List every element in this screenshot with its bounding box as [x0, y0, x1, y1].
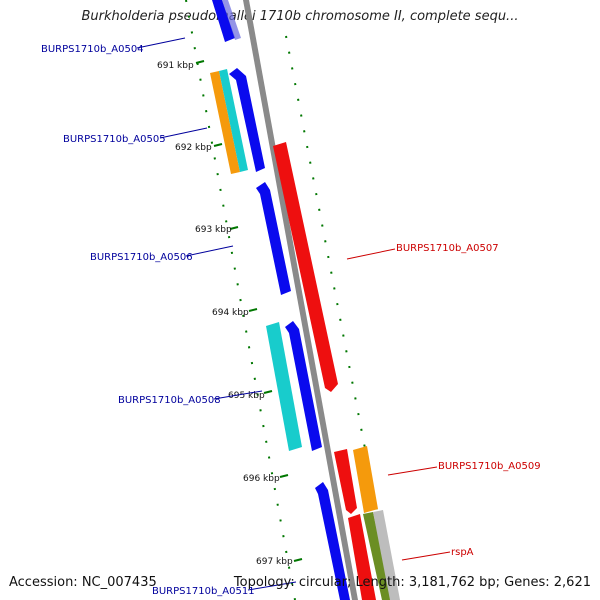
tick-label: 692 kbp	[175, 143, 212, 153]
gene-bar-orange-1	[210, 71, 240, 174]
leader-a0504	[136, 37, 186, 49]
label-leaders	[136, 37, 451, 591]
gene-arrow-a0508	[285, 321, 322, 451]
gene-label-a0507: BURPS1710b_A0507	[396, 243, 499, 254]
leader-a0508	[213, 390, 263, 400]
major-ticks	[195, 60, 303, 562]
reverse-features	[273, 142, 400, 600]
topology-text: Topology: circular; Length: 3,181,762 bp…	[233, 575, 591, 590]
gene-labels: BURPS1710b_A0504 BURPS1710b_A0505 BURPS1…	[41, 44, 541, 597]
tick-label: 695 kbp	[228, 391, 265, 401]
tick-label: 691 kbp	[157, 61, 194, 71]
major-tick	[248, 308, 258, 312]
leader-a0511	[247, 581, 297, 591]
gene-label-a0508: BURPS1710b_A0508	[118, 395, 221, 406]
gene-label-a0504: BURPS1710b_A0504	[41, 44, 144, 55]
gene-arrow-a0507	[273, 142, 338, 392]
gene-arrow-a0505	[229, 68, 265, 172]
leader-a0506	[185, 245, 234, 257]
gene-arrow-a0504	[212, 0, 235, 42]
gene-bar-a0504	[222, 0, 241, 40]
gene-bar-cyan-2	[266, 322, 302, 451]
major-tick	[263, 390, 273, 394]
tick-label: 696 kbp	[243, 474, 280, 484]
tick-label: 697 kbp	[256, 557, 293, 567]
backbone-line	[243, 0, 358, 600]
leader-a0509	[387, 466, 438, 476]
gene-label-a0505: BURPS1710b_A0505	[63, 134, 166, 145]
major-tick	[195, 60, 205, 64]
gene-arrow-a0511	[315, 482, 350, 600]
major-tick	[229, 226, 239, 230]
tick-track-inner	[185, 0, 296, 600]
tick-label: 694 kbp	[212, 308, 249, 318]
major-tick	[279, 474, 289, 478]
gene-label-a0506: BURPS1710b_A0506	[90, 252, 193, 263]
gene-arrow-a0506	[256, 182, 291, 295]
major-tick	[293, 558, 303, 562]
gene-label-a0511: BURPS1710b_A0511	[152, 586, 255, 597]
gene-arrow-a0509	[334, 449, 357, 514]
gene-arrow-red-bottom	[348, 514, 376, 600]
accession-text: Accession: NC_007435	[9, 575, 157, 590]
major-tick	[213, 143, 223, 147]
gene-bar-orange-2	[353, 446, 378, 513]
gene-label-rspa: rspA	[451, 547, 474, 558]
leader-rspa	[401, 551, 451, 561]
tick-labels: 691 kbp 692 kbp 693 kbp 694 kbp 695 kbp …	[157, 61, 293, 567]
leader-a0507	[346, 248, 396, 260]
gene-bar-olive-rspa	[363, 512, 392, 600]
tick-label: 693 kbp	[195, 225, 232, 235]
forward-features	[210, 0, 350, 600]
gene-bar-cyan-1	[219, 69, 248, 172]
map-title: Burkholderia pseudomallei 1710b chromoso…	[81, 9, 519, 24]
gene-bar-gray-rspa	[373, 510, 400, 600]
gene-label-a0509: BURPS1710b_A0509	[438, 461, 541, 472]
leader-a0505	[159, 127, 208, 139]
